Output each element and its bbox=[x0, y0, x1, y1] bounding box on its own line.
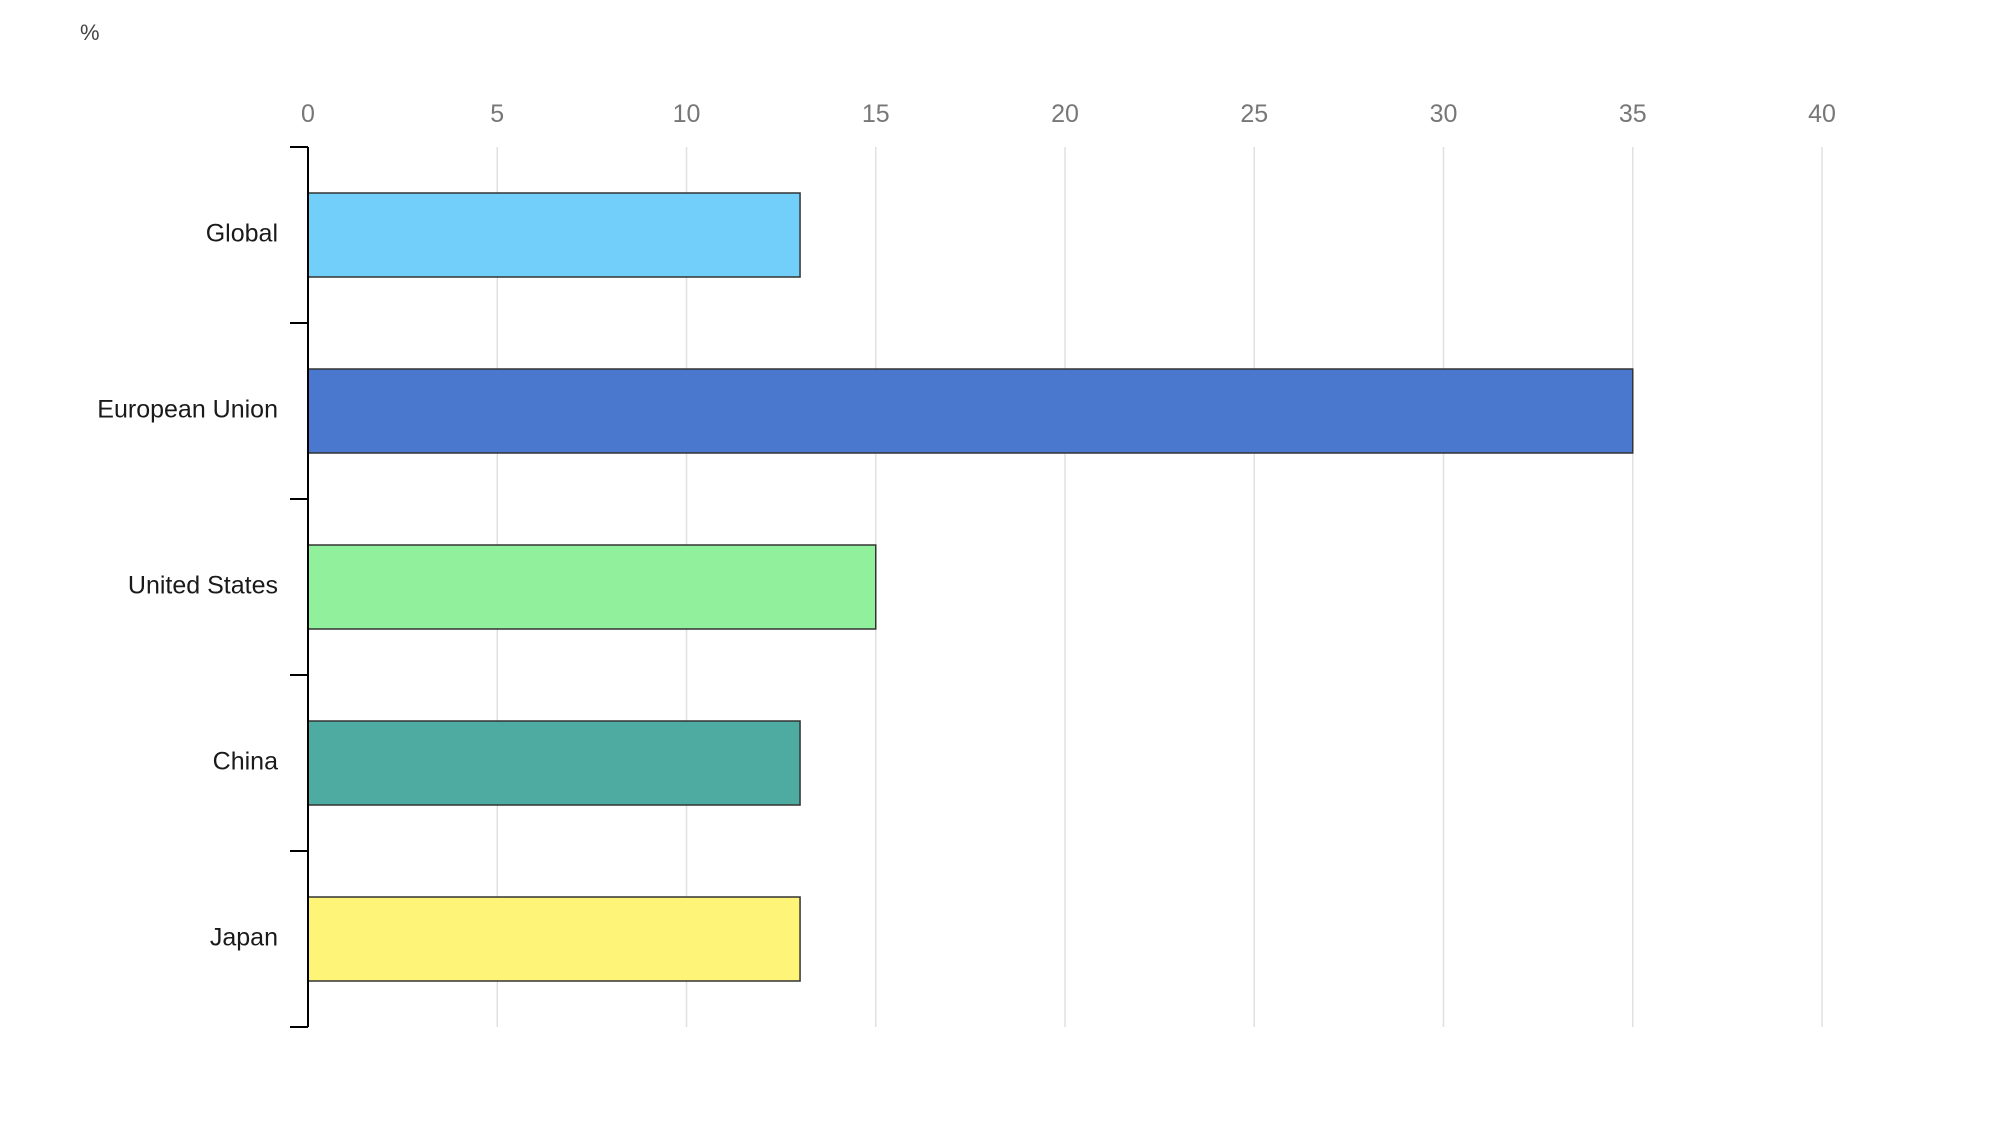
category-label: Global bbox=[206, 220, 278, 248]
x-tick-label: 40 bbox=[1808, 100, 1836, 128]
category-label: China bbox=[213, 748, 278, 776]
bar-global bbox=[307, 192, 801, 278]
bar-china bbox=[307, 720, 801, 806]
category-labels: Global European Union United States China Ja… bbox=[97, 220, 278, 952]
x-tick-label: 20 bbox=[1051, 100, 1079, 128]
x-tick-label: 35 bbox=[1619, 100, 1647, 128]
x-tick-label: 10 bbox=[673, 100, 701, 128]
x-tick-label: 25 bbox=[1240, 100, 1268, 128]
x-tick-label: 0 bbox=[301, 100, 315, 128]
bars bbox=[307, 192, 1634, 982]
unit-label: % bbox=[80, 20, 100, 45]
x-tick-label: 30 bbox=[1430, 100, 1458, 128]
bar-united-states bbox=[307, 544, 877, 630]
x-axis-ticks: 0 5 10 15 20 25 30 35 40 bbox=[301, 100, 1836, 128]
category-label: Japan bbox=[210, 924, 278, 952]
x-tick-label: 15 bbox=[862, 100, 890, 128]
bar-japan bbox=[307, 896, 801, 982]
category-label: United States bbox=[128, 572, 278, 600]
category-label: European Union bbox=[97, 396, 278, 424]
bar-european-union bbox=[307, 368, 1634, 454]
y-axis bbox=[290, 146, 309, 1028]
x-tick-label: 5 bbox=[490, 100, 504, 128]
